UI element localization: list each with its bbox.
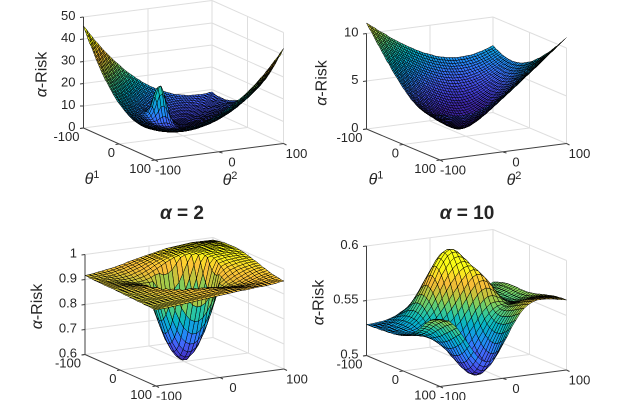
svg-text:0.9: 0.9 xyxy=(59,271,77,286)
svg-text:30: 30 xyxy=(61,53,75,68)
svg-text:0: 0 xyxy=(512,155,519,170)
svg-text:0: 0 xyxy=(392,372,399,387)
svg-text:100: 100 xyxy=(569,373,591,388)
svg-text:0.55: 0.55 xyxy=(333,292,358,307)
svg-text:100: 100 xyxy=(414,161,436,176)
svg-text:100: 100 xyxy=(130,387,152,400)
svg-text:θ1: θ1 xyxy=(369,170,384,189)
svg-text:α = 10: α = 10 xyxy=(440,203,495,224)
svg-text:α-Risk: α-Risk xyxy=(29,283,46,330)
svg-text:α-Risk: α-Risk xyxy=(314,59,331,106)
svg-text:0: 0 xyxy=(392,146,399,161)
svg-text:α-Risk: α-Risk xyxy=(311,279,328,326)
svg-text:10: 10 xyxy=(61,97,75,112)
svg-text:0: 0 xyxy=(68,119,75,134)
svg-text:-100: -100 xyxy=(440,163,466,178)
svg-text:5: 5 xyxy=(351,72,358,87)
svg-text:100: 100 xyxy=(286,146,308,161)
svg-text:0: 0 xyxy=(228,155,235,170)
svg-text:α-Risk: α-Risk xyxy=(34,51,51,98)
svg-text:0.5: 0.5 xyxy=(340,347,358,362)
svg-text:-100: -100 xyxy=(155,163,181,178)
svg-text:0: 0 xyxy=(351,120,358,135)
svg-text:0.7: 0.7 xyxy=(59,321,77,336)
svg-text:1: 1 xyxy=(70,246,77,261)
svg-text:-100: -100 xyxy=(53,129,79,144)
svg-text:10: 10 xyxy=(344,25,358,40)
svg-text:θ2: θ2 xyxy=(223,170,238,189)
svg-text:100: 100 xyxy=(414,388,436,400)
svg-text:-100: -100 xyxy=(440,389,466,400)
svg-text:θ2: θ2 xyxy=(507,170,522,189)
svg-text:0.8: 0.8 xyxy=(59,296,77,311)
svg-text:-100: -100 xyxy=(55,356,81,371)
svg-text:100: 100 xyxy=(129,161,151,176)
svg-text:-100: -100 xyxy=(336,130,362,145)
svg-text:100: 100 xyxy=(286,372,308,387)
svg-text:20: 20 xyxy=(61,75,75,90)
svg-text:-100: -100 xyxy=(156,389,182,400)
svg-text:θ1: θ1 xyxy=(85,169,100,188)
svg-text:0: 0 xyxy=(109,371,116,386)
svg-text:-100: -100 xyxy=(336,357,362,372)
svg-text:α = 2: α = 2 xyxy=(160,203,204,224)
svg-text:0.6: 0.6 xyxy=(340,237,358,252)
svg-text:0: 0 xyxy=(229,380,236,395)
svg-text:50: 50 xyxy=(61,8,75,23)
svg-text:0: 0 xyxy=(512,381,519,396)
svg-text:0.6: 0.6 xyxy=(59,346,77,361)
svg-text:0: 0 xyxy=(108,145,115,160)
svg-text:40: 40 xyxy=(61,30,75,45)
svg-text:100: 100 xyxy=(569,146,591,161)
